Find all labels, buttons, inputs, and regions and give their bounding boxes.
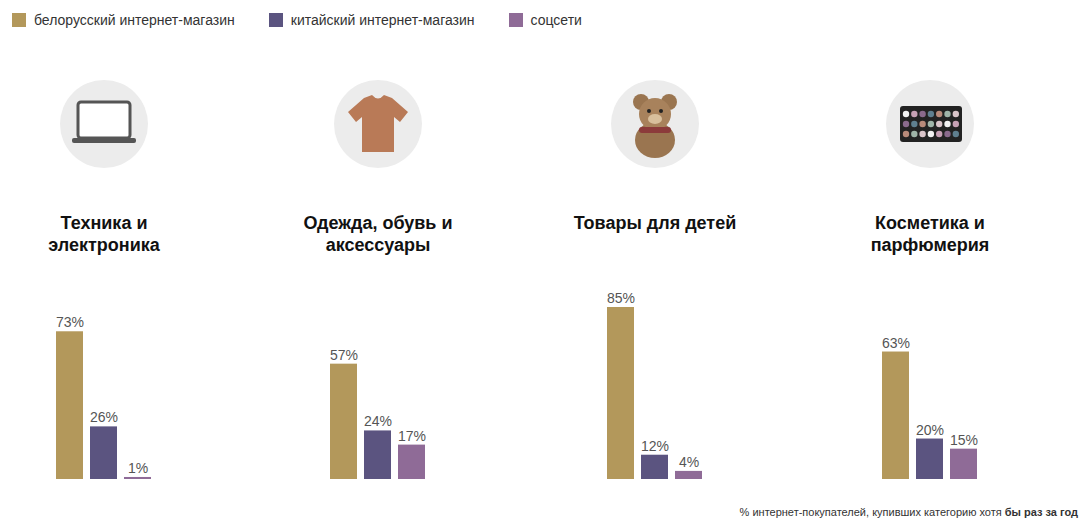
svg-text:57%: 57% (330, 347, 358, 363)
svg-text:85%: 85% (607, 290, 635, 306)
svg-text:63%: 63% (882, 334, 910, 350)
html-text:соцсети: соцсети (530, 12, 582, 28)
html-text:Косметика и парфюмерия: Косметика и парфюмерия (870, 213, 990, 255)
svg-text:17%: 17% (398, 428, 426, 444)
svg-text:4%: 4% (679, 454, 699, 470)
svg-text:73%: 73% (56, 314, 84, 330)
html-text:Техника и электроника: Техника и электроника (48, 213, 160, 255)
svg-text:24%: 24% (364, 413, 392, 429)
html-text:% интернет-покупателей, купивш: % интернет-покупателей, купивших категор… (739, 506, 1078, 518)
html-text:Товары для детей: Товары для детей (573, 213, 737, 233)
svg-text:1%: 1% (128, 460, 148, 476)
svg-text:26%: 26% (90, 409, 118, 425)
svg-text:20%: 20% (916, 422, 944, 438)
html-text:белорусский интернет-магазин: белорусский интернет-магазин (34, 12, 235, 28)
svg-text:15%: 15% (950, 432, 978, 448)
svg-text:12%: 12% (641, 438, 669, 454)
html-text:Одежда, обувь и аксессуары: Одежда, обувь и аксессуары (303, 213, 453, 255)
html-text:китайский интернет-магазин: китайский интернет-магазин (290, 12, 475, 28)
